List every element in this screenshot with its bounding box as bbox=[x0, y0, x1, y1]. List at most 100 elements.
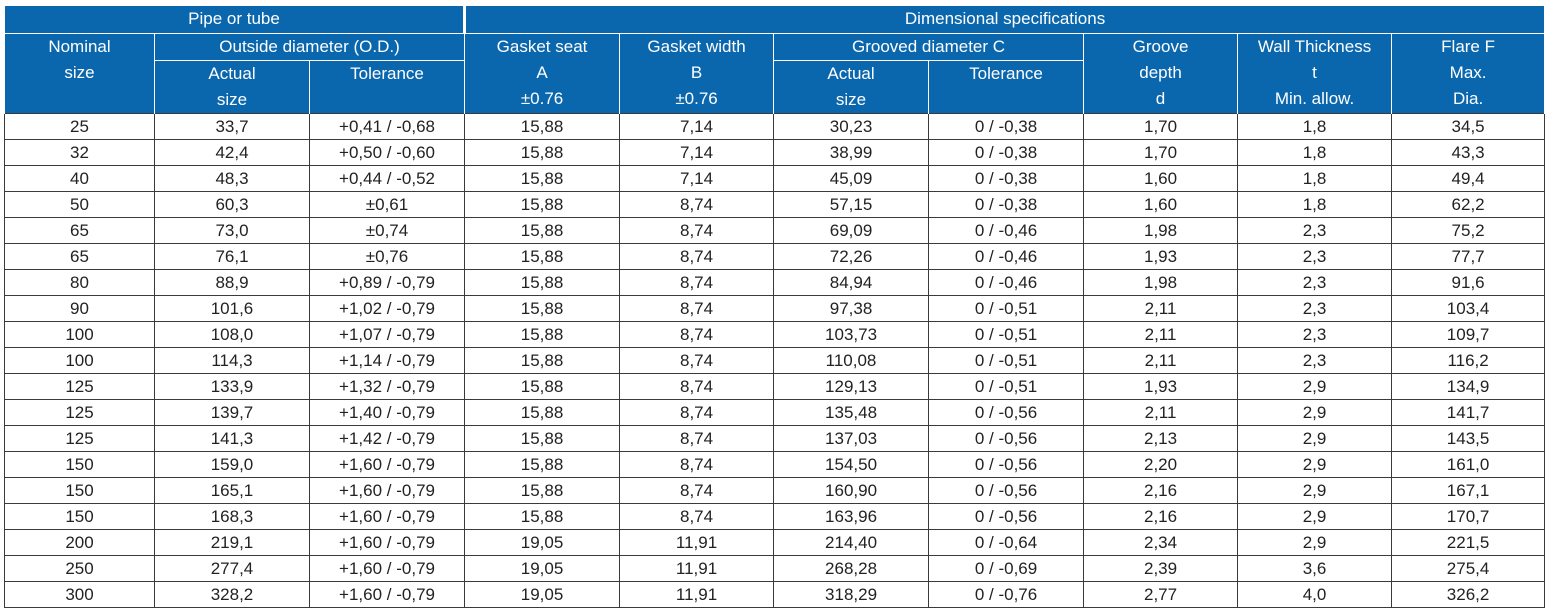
cell-flare-max-dia: 221,5 bbox=[1391, 529, 1546, 556]
cell-od-actual: 114,3 bbox=[154, 347, 310, 374]
cell-groove-depth: 1,60 bbox=[1083, 165, 1239, 192]
header-grooved-actual-line1: Actual bbox=[827, 64, 875, 83]
spec-table-container: Pipe or tube Dimensional specifications … bbox=[3, 6, 1546, 608]
cell-wall-thickness: 4,0 bbox=[1237, 581, 1393, 608]
cell-flare-max-dia: 143,5 bbox=[1391, 425, 1546, 452]
cell-od-actual: 101,6 bbox=[154, 295, 310, 322]
header-grooved-tolerance-label: Tolerance bbox=[969, 64, 1043, 83]
table-row: 80 88,9 +0,89 / -0,79 15,88 8,74 84,94 0 / -0,… bbox=[4, 269, 1546, 296]
cell-nominal-size: 150 bbox=[4, 451, 155, 478]
header-pipe-or-tube: Pipe or tube bbox=[3, 6, 466, 34]
cell-nominal-size: 300 bbox=[4, 581, 155, 608]
header-dimensional-specifications: Dimensional specifications bbox=[463, 6, 1546, 34]
header-gasket-width-line1: Gasket width bbox=[647, 37, 746, 56]
cell-grooved-tolerance: 0 / -0,46 bbox=[928, 217, 1085, 244]
cell-gasket-width: 11,91 bbox=[619, 555, 775, 582]
cell-od-tolerance: +1,32 / -0,79 bbox=[308, 373, 466, 400]
cell-od-tolerance: ±0,76 bbox=[308, 243, 466, 270]
header-gasket-width-line2: B bbox=[690, 63, 703, 82]
cell-nominal-size: 125 bbox=[4, 373, 155, 400]
header-od-actual-size: Actual size bbox=[154, 60, 310, 114]
header-gasket-seat: Gasket seat A ±0.76 bbox=[464, 33, 621, 114]
header-grooved-diameter: Grooved diameter C bbox=[773, 33, 1085, 61]
cell-od-tolerance: +0,41 / -0,68 bbox=[308, 113, 466, 140]
cell-groove-depth: 1,93 bbox=[1083, 243, 1239, 270]
table-row: 65 76,1 ±0,76 15,88 8,74 72,26 0 / -0,46 1,93 2,… bbox=[4, 243, 1546, 270]
table-row: 90 101,6 +1,02 / -0,79 15,88 8,74 97,38 0 / -0… bbox=[4, 295, 1546, 322]
cell-gasket-width: 8,74 bbox=[619, 347, 775, 374]
cell-od-tolerance: +1,60 / -0,79 bbox=[308, 581, 466, 608]
table-body: 25 33,7 +0,41 / -0,68 15,88 7,14 30,23 0 / -0,… bbox=[4, 113, 1546, 608]
cell-flare-max-dia: 103,4 bbox=[1391, 295, 1546, 322]
header-gasket-seat-line1: Gasket seat bbox=[496, 37, 588, 56]
cell-od-actual: 33,7 bbox=[154, 113, 310, 140]
cell-gasket-seat: 15,88 bbox=[464, 399, 621, 426]
cell-groove-depth: 1,98 bbox=[1083, 269, 1239, 296]
cell-od-actual: 165,1 bbox=[154, 477, 310, 504]
cell-gasket-width: 8,74 bbox=[619, 451, 775, 478]
cell-nominal-size: 100 bbox=[4, 347, 155, 374]
cell-od-actual: 139,7 bbox=[154, 399, 310, 426]
cell-od-actual: 73,0 bbox=[154, 217, 310, 244]
header-grooved-actual-size: Actual size bbox=[773, 60, 930, 114]
header-wall-line2: t bbox=[1312, 63, 1317, 82]
cell-gasket-width: 11,91 bbox=[619, 581, 775, 608]
header-flare-line3: Dia. bbox=[1452, 89, 1484, 108]
cell-wall-thickness: 2,9 bbox=[1237, 477, 1393, 504]
cell-gasket-seat: 15,88 bbox=[464, 191, 621, 218]
cell-od-actual: 328,2 bbox=[154, 581, 310, 608]
header-groove-depth-line2: depth bbox=[1139, 63, 1182, 82]
cell-od-tolerance: +1,40 / -0,79 bbox=[308, 399, 466, 426]
table-row: 125 133,9 +1,32 / -0,79 15,88 8,74 129,13 0 / … bbox=[4, 373, 1546, 400]
header-gasket-seat-line2: A bbox=[536, 63, 548, 82]
cell-flare-max-dia: 167,1 bbox=[1391, 477, 1546, 504]
cell-gasket-seat: 15,88 bbox=[464, 373, 621, 400]
cell-od-actual: 60,3 bbox=[154, 191, 310, 218]
cell-nominal-size: 125 bbox=[4, 399, 155, 426]
cell-flare-max-dia: 116,2 bbox=[1391, 347, 1546, 374]
cell-gasket-width: 8,74 bbox=[619, 295, 775, 322]
table-row: 150 168,3 +1,60 / -0,79 15,88 8,74 163,96 0 / … bbox=[4, 503, 1546, 530]
cell-groove-depth: 2,39 bbox=[1083, 555, 1239, 582]
cell-grooved-tolerance: 0 / -0,56 bbox=[928, 425, 1085, 452]
cell-gasket-width: 11,91 bbox=[619, 529, 775, 556]
table-row: 250 277,4 +1,60 / -0,79 19,05 11,91 268,28 0 /… bbox=[4, 555, 1546, 582]
cell-gasket-width: 8,74 bbox=[619, 399, 775, 426]
header-nominal-size: Nominal size bbox=[4, 33, 155, 114]
cell-gasket-seat: 15,88 bbox=[464, 243, 621, 270]
cell-gasket-seat: 15,88 bbox=[464, 139, 621, 166]
cell-grooved-tolerance: 0 / -0,46 bbox=[928, 269, 1085, 296]
cell-od-tolerance: +1,60 / -0,79 bbox=[308, 451, 466, 478]
cell-od-tolerance: +1,02 / -0,79 bbox=[308, 295, 466, 322]
cell-grooved-actual: 103,73 bbox=[773, 321, 930, 348]
cell-od-actual: 42,4 bbox=[154, 139, 310, 166]
cell-gasket-seat: 19,05 bbox=[464, 581, 621, 608]
cell-grooved-tolerance: 0 / -0,56 bbox=[928, 451, 1085, 478]
header-outside-diameter: Outside diameter (O.D.) bbox=[153, 33, 466, 61]
cell-grooved-actual: 163,96 bbox=[773, 503, 930, 530]
cell-grooved-tolerance: 0 / -0,56 bbox=[928, 503, 1085, 530]
cell-grooved-actual: 72,26 bbox=[773, 243, 930, 270]
cell-groove-depth: 1,60 bbox=[1083, 191, 1239, 218]
cell-flare-max-dia: 43,3 bbox=[1391, 139, 1546, 166]
cell-gasket-seat: 15,88 bbox=[464, 503, 621, 530]
table-row: 65 73,0 ±0,74 15,88 8,74 69,09 0 / -0,46 1,98 2,… bbox=[4, 217, 1546, 244]
cell-od-actual: 159,0 bbox=[154, 451, 310, 478]
cell-wall-thickness: 1,8 bbox=[1237, 113, 1393, 140]
cell-groove-depth: 2,34 bbox=[1083, 529, 1239, 556]
cell-od-actual: 277,4 bbox=[154, 555, 310, 582]
cell-grooved-tolerance: 0 / -0,56 bbox=[928, 477, 1085, 504]
cell-grooved-tolerance: 0 / -0,38 bbox=[928, 113, 1085, 140]
cell-gasket-width: 8,74 bbox=[619, 321, 775, 348]
cell-grooved-actual: 214,40 bbox=[773, 529, 930, 556]
cell-grooved-actual: 160,90 bbox=[773, 477, 930, 504]
cell-od-tolerance: ±0,74 bbox=[308, 217, 466, 244]
cell-nominal-size: 100 bbox=[4, 321, 155, 348]
cell-gasket-seat: 15,88 bbox=[464, 113, 621, 140]
cell-wall-thickness: 3,6 bbox=[1237, 555, 1393, 582]
cell-groove-depth: 2,11 bbox=[1083, 399, 1239, 426]
cell-nominal-size: 150 bbox=[4, 477, 155, 504]
header-groove-depth-line1: Groove bbox=[1132, 37, 1189, 56]
table-row: 125 139,7 +1,40 / -0,79 15,88 8,74 135,48 0 / … bbox=[4, 399, 1546, 426]
cell-wall-thickness: 2,3 bbox=[1237, 217, 1393, 244]
